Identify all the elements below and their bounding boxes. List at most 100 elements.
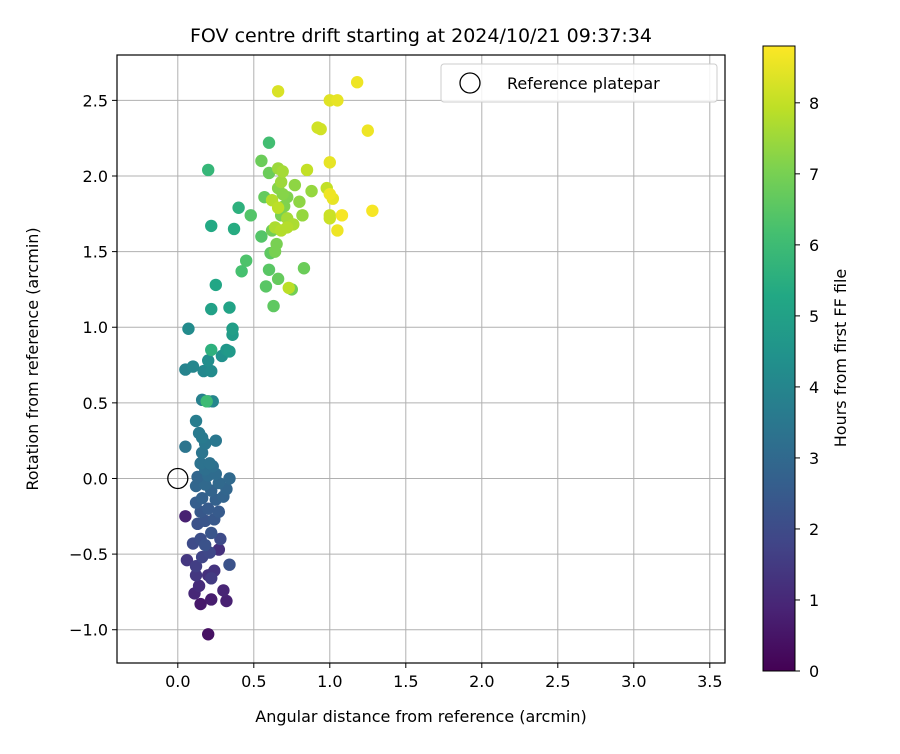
data-point [189,560,203,573]
data-point [288,178,302,192]
data-point [223,345,236,358]
data-point [331,94,344,107]
data-point [240,254,253,267]
y-tick-label: 2.5 [83,91,108,110]
data-point [220,594,233,608]
data-point [205,302,218,316]
scatter-points [179,76,379,641]
x-axis-ticks: 0.0 0.5 1.0 1.5 2.0 2.5 3.0 3.5 [165,663,723,691]
x-tick-label: 0.5 [241,672,266,691]
data-point [202,628,215,641]
reference-platepar-marker [167,467,189,490]
legend-marker [459,72,481,94]
colorbar-tick-label: 2 [809,520,819,539]
data-point [205,572,218,585]
data-point [271,85,285,98]
data-point [179,510,192,523]
x-tick-label: 2.0 [469,672,494,691]
data-point [366,204,379,217]
data-point [192,426,206,440]
data-point [202,354,215,367]
data-point [361,124,374,137]
data-point [212,505,226,518]
data-point [194,457,207,470]
data-point [274,175,288,189]
legend-box [440,63,718,103]
data-point [205,219,218,233]
data-point [223,558,236,571]
reference-marker-layer [167,467,189,490]
colorbar-tick-label: 1 [809,591,819,610]
data-point [214,532,227,546]
y-axis-label: Rotation from reference (arcmin) [23,227,42,490]
data-point [300,163,314,177]
data-point [323,187,336,201]
x-tick-label: 1.5 [393,672,418,691]
data-point [191,470,204,484]
colorbar-gradient [762,45,796,672]
y-tick-label: −1.0 [69,621,108,640]
data-point [182,322,195,335]
y-tick-label: 2.0 [83,167,108,186]
data-point [186,360,200,373]
data-point [323,209,336,222]
data-point [223,301,236,314]
y-tick-label: 0.0 [83,469,108,488]
data-point [205,593,218,606]
data-point [268,245,282,258]
x-tick-label: 1.0 [317,672,342,691]
data-point [202,502,215,515]
data-point [259,280,273,293]
colorbar-tick-label: 5 [809,307,819,326]
data-point [189,414,203,428]
data-point [244,209,257,222]
data-point [262,136,276,149]
data-point [209,434,222,447]
colorbar-tick-label: 4 [809,378,819,397]
colorbar-tick-label: 7 [809,165,819,184]
y-tick-label: −0.5 [69,545,108,564]
data-point [296,209,309,222]
data-point [198,538,212,552]
colorbar-ticks: 0 1 2 3 4 5 6 7 8 [795,94,819,681]
data-point [262,263,276,276]
data-point [205,343,218,357]
y-axis-ticks: −1.0 −0.5 0.0 0.5 1.0 1.5 2.0 2.5 [69,91,117,640]
data-point [227,222,241,236]
data-point [200,395,213,408]
data-point [232,201,245,214]
data-point [235,265,248,278]
data-point [331,224,344,237]
data-point [267,299,280,313]
data-point [255,154,268,168]
data-point [217,584,230,597]
data-point [205,364,218,378]
data-point [192,579,206,593]
data-point [271,272,285,286]
x-tick-label: 3.5 [697,672,722,691]
x-tick-label: 3.0 [621,672,646,691]
legend: Reference platepar [440,63,718,103]
data-point [203,457,216,470]
data-point [293,195,306,208]
data-point [202,163,215,177]
data-point [271,201,285,214]
chart-title: FOV centre drift starting at 2024/10/21 … [190,25,652,47]
colorbar-tick-label: 8 [809,94,819,113]
data-point [209,278,222,292]
data-point [195,491,209,505]
colorbar-tick-label: 3 [809,449,819,468]
data-point [305,184,318,198]
data-point [180,553,194,567]
data-point [226,322,239,335]
data-point [255,230,268,243]
data-point [350,76,364,89]
x-tick-label: 0.0 [165,672,190,691]
data-point [323,156,336,169]
data-point [282,281,295,295]
data-point [223,472,236,485]
colorbar-label: Hours from first FF file [831,269,850,448]
data-point [179,440,192,453]
y-tick-label: 1.5 [83,243,108,262]
